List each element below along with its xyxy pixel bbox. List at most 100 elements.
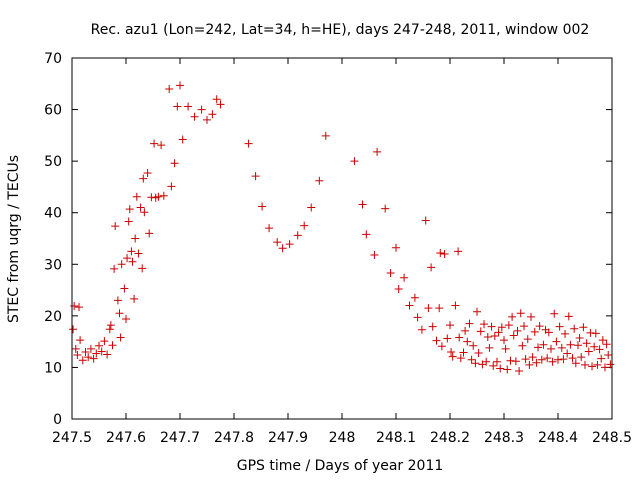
data-point xyxy=(115,309,124,318)
data-point xyxy=(590,342,599,351)
x-tick-label: 248.5 xyxy=(592,430,632,446)
data-point xyxy=(465,319,474,328)
data-point xyxy=(467,355,476,364)
data-point xyxy=(159,191,168,200)
data-point xyxy=(532,358,541,367)
data-point xyxy=(428,322,437,331)
data-point xyxy=(108,341,117,350)
data-point xyxy=(582,339,591,348)
data-point xyxy=(140,208,149,217)
data-point xyxy=(132,192,141,201)
x-tick: 247.9 xyxy=(268,58,308,446)
data-point xyxy=(392,243,400,252)
data-point xyxy=(575,334,584,343)
data-point xyxy=(497,323,506,332)
data-point xyxy=(571,359,580,368)
data-point xyxy=(394,285,403,294)
data-point xyxy=(89,354,98,363)
data-point xyxy=(424,304,433,313)
data-point xyxy=(73,351,82,360)
data-point xyxy=(483,333,492,342)
y-tick-label: 30 xyxy=(44,257,62,273)
data-point xyxy=(564,312,573,321)
data-point xyxy=(508,312,517,321)
data-point xyxy=(523,335,532,344)
data-point xyxy=(528,353,537,362)
y-tick: 50 xyxy=(44,154,612,170)
data-point xyxy=(570,324,579,333)
data-point xyxy=(315,176,324,185)
data-point xyxy=(258,202,267,211)
data-point xyxy=(519,322,528,331)
data-point xyxy=(604,351,613,360)
data-point xyxy=(525,360,534,369)
data-point xyxy=(321,131,330,140)
x-tick-label: 247.9 xyxy=(268,430,308,446)
y-tick-label: 60 xyxy=(44,103,62,119)
data-point xyxy=(84,353,93,362)
axis-ticks: 247.5 247.6 247.7 247.8 247.9 248 248.1 248.2 24… xyxy=(44,51,632,446)
data-point xyxy=(147,193,156,202)
data-point xyxy=(559,355,568,364)
plot-frame xyxy=(71,57,613,420)
data-point xyxy=(122,314,130,323)
x-tick: 248.1 xyxy=(376,58,416,446)
data-point xyxy=(273,238,282,247)
data-point xyxy=(451,301,460,310)
x-tick: 248 xyxy=(329,58,356,446)
data-point xyxy=(561,329,570,338)
data-point xyxy=(265,224,274,233)
data-point xyxy=(138,264,147,273)
data-point xyxy=(496,364,505,373)
x-tick-label: 248.4 xyxy=(538,430,578,446)
y-tick-label: 70 xyxy=(44,51,62,67)
y-tick-label: 20 xyxy=(44,309,62,325)
data-point xyxy=(285,240,294,249)
data-point xyxy=(173,102,182,111)
data-point xyxy=(500,336,508,345)
data-point xyxy=(113,296,122,305)
data-point xyxy=(106,321,115,330)
x-tick-label: 247.5 xyxy=(52,430,92,446)
data-point xyxy=(474,348,483,357)
data-point xyxy=(440,249,449,258)
data-point xyxy=(602,340,611,349)
data-point xyxy=(557,343,566,352)
data-point xyxy=(463,337,472,346)
data-point xyxy=(521,355,530,364)
y-tick: 60 xyxy=(44,103,612,119)
data-point xyxy=(350,157,359,166)
data-point xyxy=(509,331,518,340)
data-point xyxy=(105,325,114,334)
data-point xyxy=(100,337,109,346)
x-tick: 247.6 xyxy=(106,58,146,446)
data-point xyxy=(71,344,80,353)
data-point xyxy=(544,328,553,337)
data-point xyxy=(490,331,499,340)
data-point xyxy=(448,352,457,361)
x-tick: 248.3 xyxy=(484,58,524,446)
data-point xyxy=(134,249,143,258)
data-point xyxy=(586,328,595,337)
data-point xyxy=(606,360,615,369)
data-point xyxy=(513,326,522,335)
data-point xyxy=(170,159,179,168)
data-point xyxy=(120,284,129,293)
data-point xyxy=(535,322,544,331)
data-point xyxy=(116,333,125,342)
data-point xyxy=(584,347,593,356)
data-point xyxy=(539,340,548,349)
data-point xyxy=(78,356,87,365)
data-point xyxy=(86,344,95,353)
x-tick-label: 248 xyxy=(329,430,356,446)
data-point xyxy=(471,359,480,368)
data-point xyxy=(459,348,468,357)
data-point xyxy=(579,323,588,332)
data-point xyxy=(568,354,577,363)
data-point xyxy=(190,112,199,121)
data-point xyxy=(543,354,552,363)
data-point xyxy=(552,337,561,346)
data-point xyxy=(435,304,444,313)
